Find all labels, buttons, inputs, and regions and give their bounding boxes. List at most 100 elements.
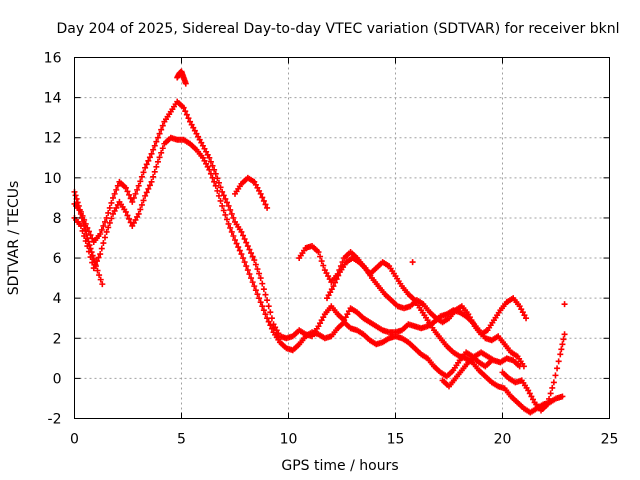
data-point bbox=[559, 393, 566, 400]
y-axis-label: SDTVAR / TECUs bbox=[6, 181, 22, 296]
data-point bbox=[99, 281, 106, 288]
data-point bbox=[547, 390, 554, 397]
data-point bbox=[555, 358, 562, 365]
data-point bbox=[193, 130, 200, 137]
data-point bbox=[97, 251, 104, 258]
data-point bbox=[153, 138, 160, 145]
data-point bbox=[126, 191, 133, 198]
data-point bbox=[268, 325, 275, 332]
data-point bbox=[85, 238, 92, 245]
data-point bbox=[113, 186, 120, 193]
data-point bbox=[325, 273, 332, 280]
data-point bbox=[130, 219, 137, 226]
data-point bbox=[215, 179, 222, 186]
data-point bbox=[252, 261, 259, 268]
x-tick-label: 20 bbox=[494, 432, 512, 448]
data-point bbox=[74, 199, 81, 206]
data-point bbox=[270, 321, 277, 328]
data-point bbox=[159, 145, 166, 152]
data-point bbox=[251, 283, 258, 290]
data-point bbox=[201, 145, 208, 152]
data-point bbox=[318, 258, 325, 265]
data-point bbox=[259, 280, 266, 287]
data-point bbox=[254, 184, 261, 191]
data-point bbox=[103, 228, 110, 235]
y-tick-label: 8 bbox=[53, 211, 62, 227]
data-point bbox=[204, 163, 211, 170]
data-point bbox=[260, 307, 267, 314]
data-point bbox=[185, 115, 192, 122]
data-point bbox=[220, 207, 227, 214]
data-point bbox=[180, 104, 187, 111]
data-point bbox=[256, 270, 263, 277]
data-point bbox=[257, 190, 264, 197]
data-point bbox=[409, 259, 416, 266]
data-point bbox=[317, 320, 324, 327]
data-point bbox=[217, 184, 224, 191]
data-point bbox=[211, 178, 218, 185]
series-track-f bbox=[439, 349, 523, 390]
data-point bbox=[335, 272, 342, 279]
data-point bbox=[544, 401, 551, 408]
data-point bbox=[321, 267, 328, 274]
data-point bbox=[219, 188, 226, 195]
data-point bbox=[108, 199, 115, 206]
data-point bbox=[96, 272, 103, 279]
data-point bbox=[227, 224, 234, 231]
y-tick-label: 10 bbox=[44, 171, 62, 187]
data-point bbox=[228, 210, 235, 217]
data-point bbox=[135, 210, 142, 217]
data-point bbox=[248, 250, 255, 257]
data-point bbox=[251, 257, 258, 264]
data-point bbox=[154, 158, 161, 165]
series-track-h bbox=[232, 174, 271, 211]
data-point bbox=[236, 247, 243, 254]
data-point bbox=[243, 263, 250, 270]
data-point bbox=[557, 351, 564, 358]
data-point bbox=[257, 275, 264, 282]
data-point bbox=[345, 308, 352, 315]
data-point bbox=[554, 365, 561, 372]
data-point bbox=[219, 202, 226, 209]
data-point bbox=[529, 396, 536, 403]
x-tick-labels: 0 5 10 15 20 25 bbox=[70, 432, 618, 448]
data-point bbox=[129, 222, 136, 229]
data-point bbox=[238, 228, 245, 235]
data-point bbox=[75, 202, 82, 209]
data-point bbox=[264, 297, 271, 304]
data-point bbox=[129, 198, 136, 205]
data-point bbox=[259, 303, 266, 310]
data-point bbox=[260, 197, 267, 204]
data-point bbox=[252, 181, 259, 188]
data-point bbox=[80, 218, 87, 225]
data-point bbox=[151, 142, 158, 149]
data-point bbox=[159, 122, 166, 129]
data-point bbox=[317, 253, 324, 260]
data-point bbox=[199, 142, 206, 149]
data-point bbox=[137, 206, 144, 213]
data-point bbox=[101, 218, 108, 225]
data-point bbox=[344, 311, 351, 318]
data-point bbox=[113, 204, 120, 211]
data-point bbox=[201, 157, 208, 164]
data-point bbox=[72, 192, 79, 199]
data-point bbox=[324, 295, 331, 302]
data-point bbox=[134, 213, 141, 220]
data-point bbox=[256, 295, 263, 302]
data-point bbox=[199, 154, 206, 161]
data-point bbox=[89, 252, 96, 259]
data-point bbox=[225, 202, 232, 209]
data-point bbox=[225, 220, 232, 227]
data-point bbox=[182, 80, 189, 87]
data-point bbox=[203, 160, 210, 167]
data-point bbox=[111, 190, 118, 197]
data-point bbox=[81, 222, 88, 229]
chart-title: Day 204 of 2025, Sidereal Day-to-day VTE… bbox=[57, 21, 620, 37]
data-point bbox=[246, 246, 253, 253]
data-point bbox=[138, 173, 145, 180]
data-point bbox=[156, 154, 163, 161]
data-point bbox=[516, 303, 523, 310]
data-point bbox=[327, 289, 334, 296]
data-point bbox=[86, 242, 93, 249]
data-point bbox=[122, 208, 129, 215]
